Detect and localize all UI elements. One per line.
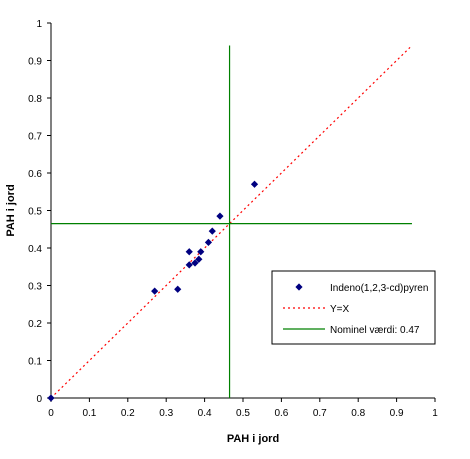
x-tick-label: 0.6 [274, 408, 288, 419]
legend-marker-diamond [295, 283, 303, 291]
x-tick-label: 1 [432, 408, 438, 419]
data-point [47, 394, 55, 402]
y-tick-label: 0 [36, 394, 42, 405]
y-tick-label: 0.4 [28, 244, 42, 255]
legend-label: Nominel værdi: 0.47 [330, 325, 420, 336]
plot-area: 0 0.1 0.2 0.3 0.4 0.5 0.6 0.7 0.8 0.9 1 0 0.1 0.2 0.3… [28, 19, 438, 419]
x-tick-label: 0.3 [159, 408, 173, 419]
x-axis-ticks: 0 0.1 0.2 0.3 0.4 0.5 0.6 0.7 0.8 0.9 1 [48, 398, 438, 419]
data-point [208, 227, 216, 235]
data-point [185, 248, 193, 256]
data-point [151, 287, 159, 295]
x-tick-label: 0.2 [121, 408, 135, 419]
y-tick-label: 1 [36, 19, 42, 30]
y-tick-label: 0.3 [28, 282, 42, 293]
y-tick-label: 0.2 [28, 319, 42, 330]
x-tick-label: 0.7 [313, 408, 327, 419]
x-tick-label: 0.1 [82, 408, 96, 419]
x-tick-label: 0.5 [236, 408, 250, 419]
data-point [195, 255, 203, 263]
data-point [250, 180, 259, 188]
legend: Indeno(1,2,3-cd)pyren Y=X Nominel værdi: 0… [271, 270, 436, 345]
y-tick-label: 0.5 [28, 207, 42, 218]
series-layer [47, 45, 412, 402]
x-axis-title: PAH i jord [227, 433, 279, 445]
data-point [185, 261, 193, 269]
legend-entries: Indeno(1,2,3-cd)pyren Y=X Nominel værdi: 0… [283, 283, 428, 336]
x-tick-label: 0.4 [198, 408, 212, 419]
x-tick-label: 0.8 [351, 408, 365, 419]
data-point [174, 285, 182, 293]
x-tick-label: 0.9 [390, 408, 404, 419]
y-tick-label: 0.7 [28, 132, 42, 143]
data-point [191, 259, 199, 267]
y-tick-label: 0.1 [28, 357, 42, 368]
legend-label: Indeno(1,2,3-cd)pyren [330, 283, 428, 294]
y-axis-title: PAH i jord [5, 184, 17, 236]
data-point [197, 248, 205, 256]
yx-reference-line [50, 46, 411, 399]
data-point [204, 238, 213, 246]
x-tick-label: 0 [48, 408, 54, 419]
legend-label: Y=X [330, 304, 350, 315]
y-tick-label: 0.9 [28, 57, 42, 68]
y-tick-label: 0.8 [28, 94, 42, 105]
y-tick-label: 0.6 [28, 169, 42, 180]
data-point [216, 212, 224, 220]
y-axis-ticks: 0 0.1 0.2 0.3 0.4 0.5 0.6 0.7 0.8 0.9 1 [28, 19, 51, 405]
